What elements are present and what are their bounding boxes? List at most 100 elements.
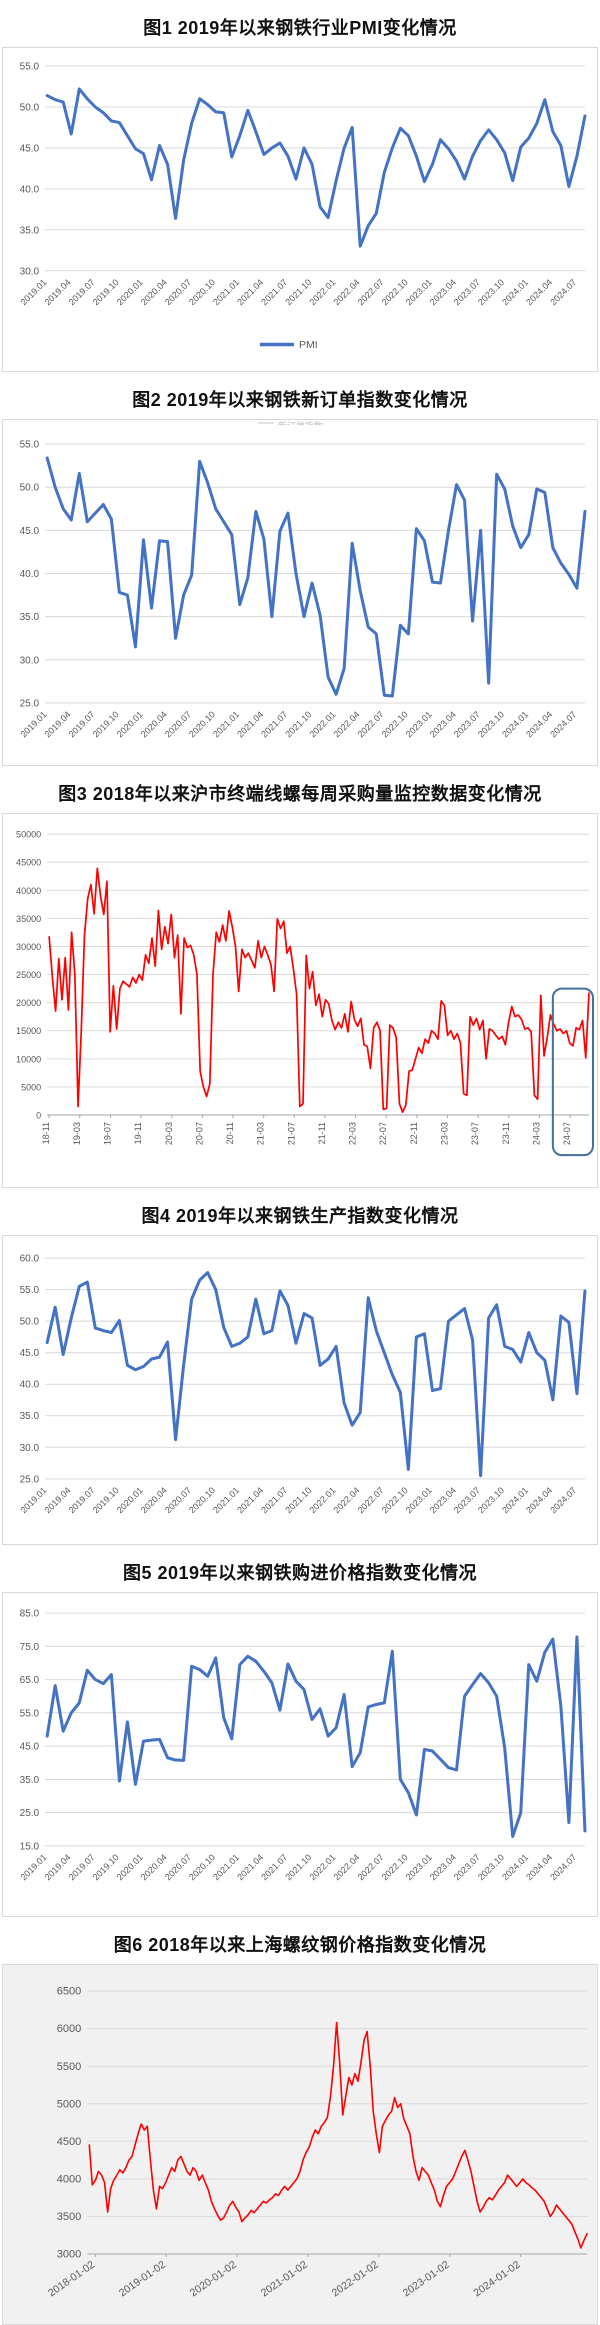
svg-text:2024.07: 2024.07 (548, 277, 578, 307)
svg-text:50000: 50000 (16, 830, 41, 840)
chart-2-title: 图2 2019年以来钢铁新订单指数变化情况 (132, 390, 468, 411)
chart-4-figure: 60.0 55.0 50.0 45.0 40.0 35.0 30.0 25.0 2019.01 2… (2, 1235, 598, 1545)
chart-section-3: 图3 2018年以来沪市终端线螺每周采购量监控数据变化情况 50000 45000… (0, 780, 600, 1189)
chart-6-figure: 6500 6000 5500 5000 4500 4000 3500 3000 2018-01-… (2, 1963, 598, 2325)
svg-text:20-11: 20-11 (225, 1122, 235, 1144)
svg-text:40.0: 40.0 (20, 569, 40, 580)
svg-text:2023-01-02: 2023-01-02 (401, 2258, 452, 2299)
svg-text:23-03: 23-03 (439, 1122, 449, 1145)
svg-text:6000: 6000 (57, 2023, 82, 2035)
svg-text:21-11: 21-11 (317, 1122, 327, 1144)
chart-4-canvas: 60.055.050.045.040.035.030.025.02019.012… (18, 1254, 587, 1516)
chart-2-canvas: 55.050.045.040.035.030.025.02019.012019.… (18, 420, 587, 740)
svg-text:21-07: 21-07 (286, 1122, 296, 1145)
chart-1-canvas: 55.050.045.040.035.030.02019.012019.0420… (18, 62, 587, 351)
chart-6-canvas: 6500 6000 5500 5000 4500 4000 3500 30002018-01-… (46, 1985, 588, 2299)
svg-text:22-07: 22-07 (378, 1122, 388, 1145)
chart-section-4: 图4 2019年以来钢铁生产指数变化情况 60.0 55.0 50.0 45.0 40.… (0, 1202, 600, 1545)
svg-text:2020-01-02: 2020-01-02 (188, 2258, 239, 2299)
svg-text:2024.07: 2024.07 (548, 709, 578, 739)
chart-1-figure: 55.0 50.0 45.0 40.0 35.0 30.0 2019.01 2019.04 20… (2, 47, 598, 373)
svg-text:6500: 6500 (57, 1985, 82, 1997)
svg-text:50.0: 50.0 (20, 1317, 40, 1328)
svg-text:4000: 4000 (57, 2173, 82, 2185)
svg-text:65.0: 65.0 (20, 1675, 40, 1686)
svg-text:22-03: 22-03 (348, 1122, 358, 1145)
svg-text:15000: 15000 (16, 1026, 41, 1036)
svg-text:35.0: 35.0 (20, 1412, 40, 1423)
svg-text:23-07: 23-07 (470, 1122, 480, 1145)
svg-text:45.0: 45.0 (20, 1349, 40, 1360)
chart-5-canvas: 85.075.065.055.045.035.025.015.02019.012… (18, 1608, 587, 1882)
svg-text:45.0: 45.0 (20, 1741, 40, 1752)
chart-section-6: 图6 2018年以来上海螺纹钢价格指数变化情况 6500 6000 5500 5000… (0, 1931, 600, 2325)
svg-text:25.0: 25.0 (20, 1475, 40, 1486)
report-page: 图1 2019年以来钢铁行业PMI变化情况 55.0 50.0 45.0 40.0 35… (0, 14, 600, 2325)
svg-text:45000: 45000 (16, 858, 41, 868)
svg-text:10000: 10000 (16, 1055, 41, 1065)
svg-text:24-03: 24-03 (531, 1122, 541, 1145)
svg-text:40000: 40000 (16, 886, 41, 896)
svg-text:18-11: 18-11 (41, 1122, 51, 1144)
svg-text:22-11: 22-11 (409, 1122, 419, 1144)
svg-text:45.0: 45.0 (20, 143, 40, 154)
svg-text:23-11: 23-11 (501, 1122, 511, 1144)
svg-text:30.0: 30.0 (20, 266, 40, 277)
svg-text:30000: 30000 (16, 942, 41, 952)
svg-text:19-07: 19-07 (102, 1122, 112, 1145)
svg-text:25.0: 25.0 (20, 1808, 40, 1819)
svg-text:55.0: 55.0 (20, 62, 40, 73)
svg-text:50.0: 50.0 (20, 103, 40, 114)
svg-text:3500: 3500 (57, 2211, 82, 2223)
svg-text:2021-01-02: 2021-01-02 (259, 2258, 310, 2299)
chart-3-title: 图3 2018年以来沪市终端线螺每周采购量监控数据变化情况 (58, 784, 542, 805)
svg-text:2018-01-02: 2018-01-02 (46, 2258, 97, 2299)
svg-text:30.0: 30.0 (20, 655, 40, 666)
svg-text:20-07: 20-07 (194, 1122, 204, 1145)
svg-text:50.0: 50.0 (20, 483, 40, 494)
chart-6-title: 图6 2018年以来上海螺纹钢价格指数变化情况 (113, 1934, 487, 1955)
chart-2-figure: 55.0 50.0 45.0 40.0 35.0 30.0 25.0 2019.01 2019.… (2, 419, 598, 767)
svg-text:30.0: 30.0 (20, 1443, 40, 1454)
chart-5-figure: 85.0 75.0 65.0 55.0 45.0 35.0 25.0 15.0 2019.01 2… (2, 1591, 598, 1917)
svg-text:21-03: 21-03 (256, 1122, 266, 1145)
svg-text:20-03: 20-03 (164, 1122, 174, 1145)
svg-text:15.0: 15.0 (20, 1841, 40, 1852)
chart-4-title: 图4 2019年以来钢铁生产指数变化情况 (141, 1206, 459, 1227)
chart-3-canvas: 50000 45000 40000 35000 30000 25000 20000 15000… (16, 830, 594, 1157)
chart-1-title: 图1 2019年以来钢铁行业PMI变化情况 (143, 18, 457, 38)
svg-text:35.0: 35.0 (20, 612, 40, 623)
svg-text:40.0: 40.0 (20, 1380, 40, 1391)
chart-5-title: 图5 2019年以来钢铁购进价格指数变化情况 (122, 1562, 478, 1583)
svg-text:19-03: 19-03 (72, 1122, 82, 1145)
svg-text:5500: 5500 (57, 2060, 82, 2072)
svg-text:60.0: 60.0 (20, 1254, 40, 1265)
chart-3-figure: 50000 45000 40000 35000 30000 25000 20000 15000… (2, 813, 598, 1189)
svg-text:55.0: 55.0 (20, 1708, 40, 1719)
svg-text:5000: 5000 (57, 2098, 82, 2110)
chart-section-1: 图1 2019年以来钢铁行业PMI变化情况 55.0 50.0 45.0 40.0 35… (0, 14, 600, 373)
svg-text:2019-01-02: 2019-01-02 (117, 2258, 168, 2299)
svg-text:40.0: 40.0 (20, 184, 40, 195)
svg-text:19-11: 19-11 (133, 1122, 143, 1144)
svg-text:35.0: 35.0 (20, 1774, 40, 1785)
chart-section-2: 图2 2019年以来钢铁新订单指数变化情况 55.0 50.0 45.0 40.0 35… (0, 386, 600, 767)
svg-text:2024.07: 2024.07 (548, 1486, 578, 1516)
chart-section-5: 图5 2019年以来钢铁购进价格指数变化情况 85.0 75.0 65.0 55.0 4… (0, 1559, 600, 1917)
svg-text:25000: 25000 (16, 970, 41, 980)
svg-text:45.0: 45.0 (20, 526, 40, 537)
svg-text:PMI: PMI (299, 339, 318, 351)
svg-text:2024-01-02: 2024-01-02 (472, 2258, 523, 2299)
svg-text:55.0: 55.0 (20, 1286, 40, 1297)
svg-text:55.0: 55.0 (20, 440, 40, 451)
svg-text:20000: 20000 (16, 998, 41, 1008)
svg-text:85.0: 85.0 (20, 1608, 40, 1619)
svg-text:3000: 3000 (57, 2248, 82, 2260)
svg-text:35000: 35000 (16, 914, 41, 924)
svg-text:35.0: 35.0 (20, 225, 40, 236)
svg-text:2024.07: 2024.07 (548, 1852, 578, 1882)
svg-text:5000: 5000 (21, 1083, 41, 1093)
svg-text:4500: 4500 (57, 2135, 82, 2147)
svg-text:25.0: 25.0 (20, 699, 40, 710)
svg-text:75.0: 75.0 (20, 1641, 40, 1652)
